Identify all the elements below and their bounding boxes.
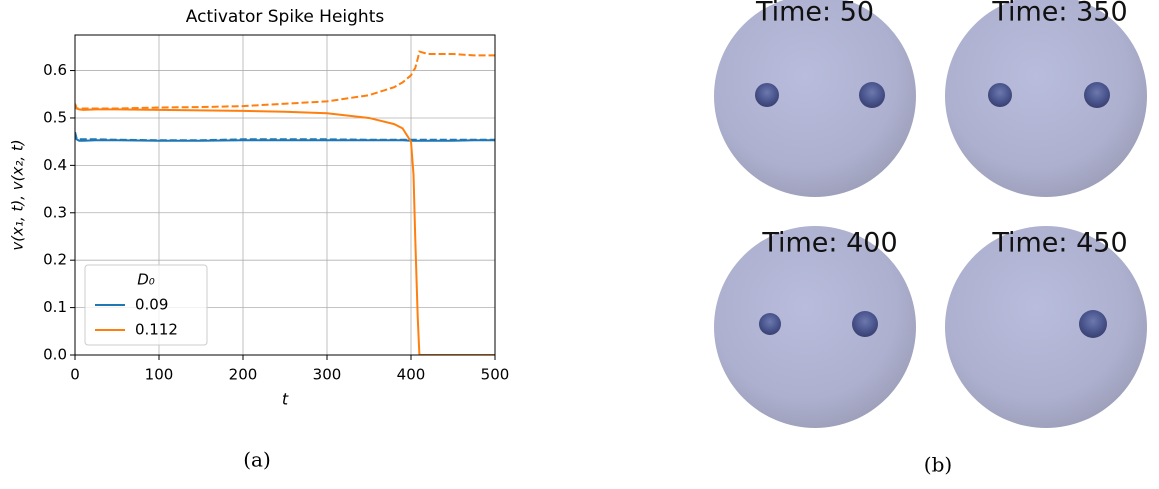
legend-label: 0.09 <box>135 296 168 314</box>
line <box>75 52 495 109</box>
spot <box>1079 310 1107 338</box>
x-tick-label: 200 <box>229 366 258 384</box>
y-tick-label: 0.1 <box>43 298 67 316</box>
x-tick-label: 500 <box>481 366 510 384</box>
x-tick-label: 300 <box>313 366 342 384</box>
time-label: Time: 350 <box>991 0 1127 28</box>
legend-label: 0.112 <box>135 321 178 339</box>
y-tick-label: 0.3 <box>43 203 67 221</box>
y-tick-label: 0.2 <box>43 251 67 269</box>
y-tick-label: 0.0 <box>43 346 67 364</box>
sphere <box>945 0 1147 197</box>
caption: (b) <box>924 453 952 477</box>
x-tick-label: 100 <box>145 366 174 384</box>
line <box>75 132 495 140</box>
spot <box>755 83 779 107</box>
y-axis-label: v(x₁, t), v(x₂, t) <box>9 139 27 250</box>
spot <box>852 311 878 337</box>
chart-title: Activator Spike Heights <box>186 7 385 27</box>
caption: (a) <box>243 448 271 472</box>
time-label: Time: 50 <box>755 0 874 28</box>
y-tick-label: 0.6 <box>43 61 67 79</box>
x-tick-label: 0 <box>70 366 80 384</box>
spot <box>759 313 781 335</box>
y-tick-label: 0.4 <box>43 156 67 174</box>
y-tick-label: 0.5 <box>43 108 67 126</box>
x-tick-label: 400 <box>397 366 426 384</box>
spot <box>859 82 885 108</box>
time-label: Time: 400 <box>761 228 897 259</box>
time-label: Time: 450 <box>991 228 1127 259</box>
spot <box>1084 82 1110 108</box>
x-axis-label: t <box>282 390 289 409</box>
spheres <box>714 0 1147 428</box>
spot <box>988 83 1012 107</box>
legend-title: D₀ <box>137 271 155 289</box>
sphere <box>714 0 916 197</box>
figure: Activator Spike Heights t v(x₁, t), v(x₂… <box>0 0 1159 489</box>
